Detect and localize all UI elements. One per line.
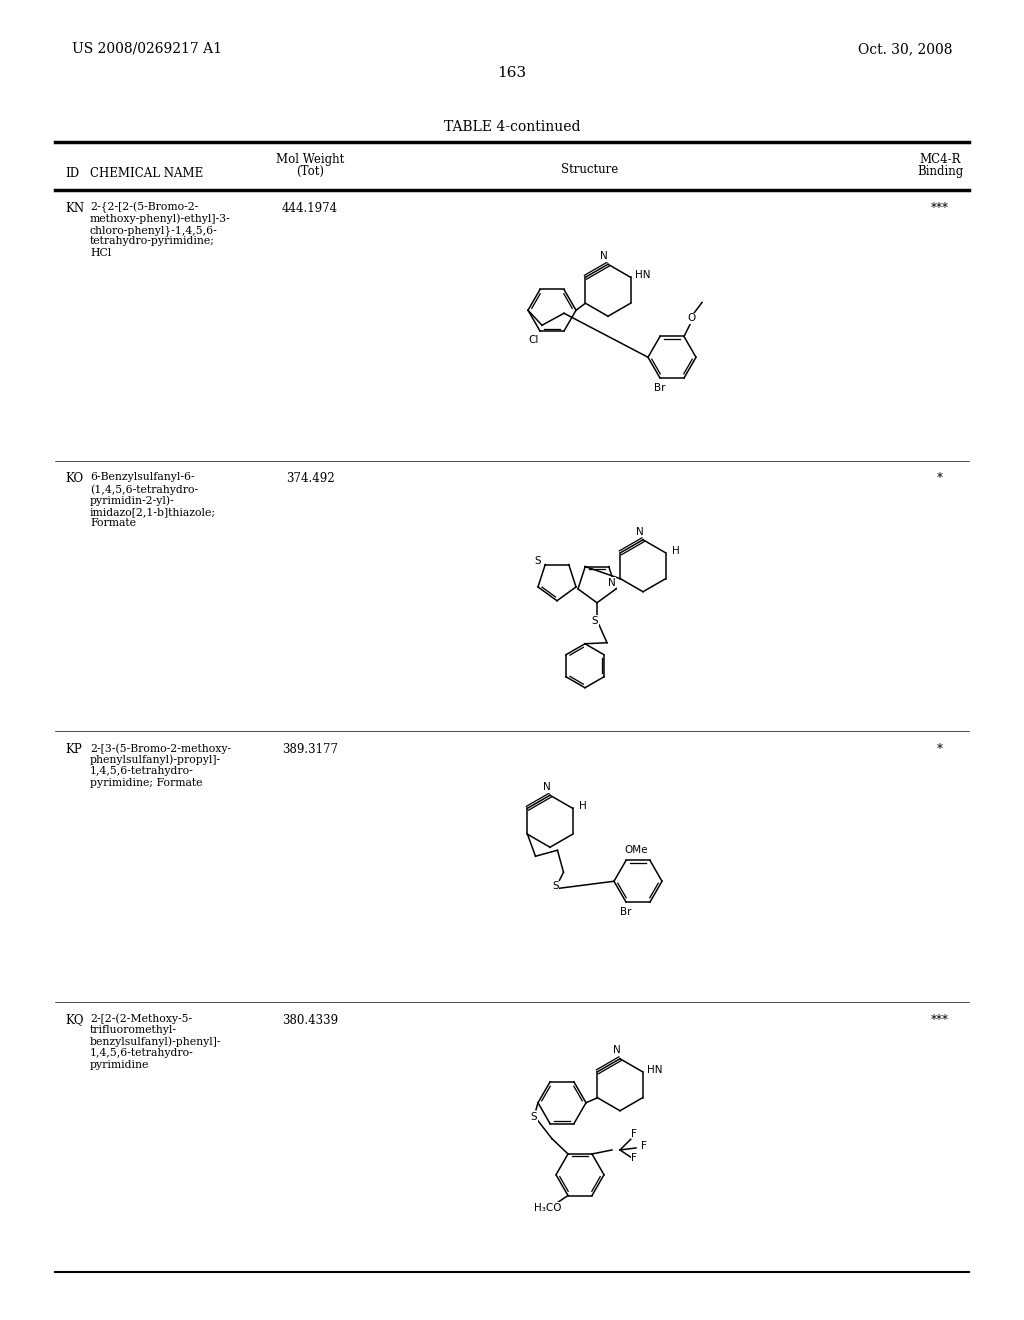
Text: Structure: Structure [561,162,618,176]
Text: KP: KP [65,743,82,756]
Text: pyrimidine: pyrimidine [90,1060,150,1069]
Text: H: H [579,801,587,812]
Text: CHEMICAL NAME: CHEMICAL NAME [90,168,203,180]
Text: Br: Br [654,383,666,393]
Text: F: F [631,1129,637,1139]
Text: ***: *** [931,202,949,215]
Text: F: F [641,1140,647,1151]
Text: HN: HN [647,1065,663,1074]
Text: 2-[3-(5-Bromo-2-methoxy-: 2-[3-(5-Bromo-2-methoxy- [90,743,231,754]
Text: benzylsulfanyl)-phenyl]-: benzylsulfanyl)-phenyl]- [90,1036,221,1047]
Text: pyrimidin-2-yl)-: pyrimidin-2-yl)- [90,495,175,506]
Text: H₃CO: H₃CO [535,1203,562,1213]
Text: N: N [613,1044,621,1055]
Text: 1,4,5,6-tetrahydro-: 1,4,5,6-tetrahydro- [90,766,194,776]
Text: 163: 163 [498,66,526,81]
Text: O: O [688,313,696,323]
Text: Binding: Binding [916,165,964,178]
Text: Br: Br [621,907,632,917]
Text: pyrimidine; Formate: pyrimidine; Formate [90,777,203,788]
Text: S: S [552,882,559,891]
Text: chloro-phenyl}-1,4,5,6-: chloro-phenyl}-1,4,5,6- [90,224,218,236]
Text: ID: ID [65,168,79,180]
Text: *: * [937,473,943,486]
Text: KQ: KQ [65,1014,84,1027]
Text: OMe: OMe [625,846,648,855]
Text: methoxy-phenyl)-ethyl]-3-: methoxy-phenyl)-ethyl]-3- [90,214,230,224]
Text: HN: HN [635,271,650,280]
Text: tetrahydro-pyrimidine;: tetrahydro-pyrimidine; [90,236,215,247]
Text: KO: KO [65,473,83,486]
Text: (1,4,5,6-tetrahydro-: (1,4,5,6-tetrahydro- [90,484,198,495]
Text: MC4-R: MC4-R [920,153,961,166]
Text: Oct. 30, 2008: Oct. 30, 2008 [857,42,952,55]
Text: F: F [631,1152,637,1163]
Text: N: N [543,783,551,792]
Text: N: N [636,527,644,537]
Text: 380.4339: 380.4339 [282,1014,338,1027]
Text: S: S [530,1111,538,1122]
Text: Mol Weight: Mol Weight [275,153,344,166]
Text: ***: *** [931,1014,949,1027]
Text: US 2008/0269217 A1: US 2008/0269217 A1 [72,42,222,55]
Text: 1,4,5,6-tetrahydro-: 1,4,5,6-tetrahydro- [90,1048,194,1059]
Text: KN: KN [65,202,84,215]
Text: 2-[2-(2-Methoxy-5-: 2-[2-(2-Methoxy-5- [90,1014,193,1024]
Text: (Tot): (Tot) [296,165,324,178]
Text: 2-{2-[2-(5-Bromo-2-: 2-{2-[2-(5-Bromo-2- [90,202,199,214]
Text: 6-Benzylsulfanyl-6-: 6-Benzylsulfanyl-6- [90,473,195,483]
Text: Cl: Cl [528,335,540,345]
Text: TABLE 4-continued: TABLE 4-continued [443,120,581,135]
Text: H: H [672,545,679,556]
Text: Formate: Formate [90,519,136,528]
Text: trifluoromethyl-: trifluoromethyl- [90,1026,177,1035]
Text: N: N [608,578,615,587]
Text: *: * [937,743,943,756]
Text: 374.492: 374.492 [286,473,334,486]
Text: HCl: HCl [90,248,112,257]
Text: S: S [534,556,541,565]
Text: S: S [592,615,598,626]
Text: imidazo[2,1-b]thiazole;: imidazo[2,1-b]thiazole; [90,507,216,517]
Text: N: N [600,251,608,261]
Text: 444.1974: 444.1974 [282,202,338,215]
Text: phenylsulfanyl)-propyl]-: phenylsulfanyl)-propyl]- [90,755,221,766]
Text: 389.3177: 389.3177 [282,743,338,756]
